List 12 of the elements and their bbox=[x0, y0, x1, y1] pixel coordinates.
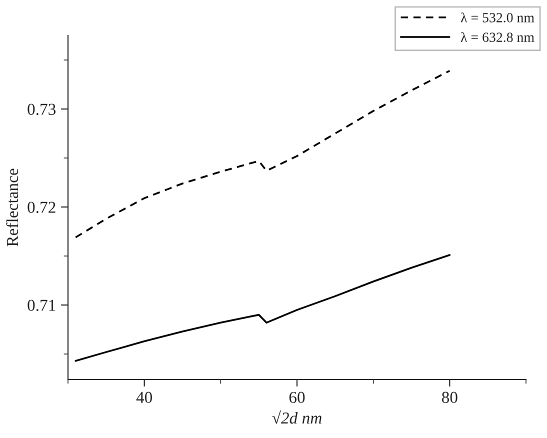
legend-label: λ = 632.8 nm bbox=[460, 32, 534, 42]
y-tick-label: 0.72 bbox=[28, 202, 56, 214]
y-tick-label: 0.73 bbox=[28, 104, 56, 116]
line-series bbox=[74, 70, 451, 238]
x-tick-label: 40 bbox=[136, 392, 152, 404]
x-tick-label: 80 bbox=[442, 392, 458, 404]
line-series bbox=[74, 254, 451, 362]
x-tick-label: 60 bbox=[289, 392, 305, 404]
y-tick-label: 0.71 bbox=[28, 300, 56, 312]
x-axis-title: √2d nm bbox=[272, 410, 322, 424]
y-axis-title: Reflectance bbox=[6, 168, 18, 246]
legend-label: λ = 532.0 nm bbox=[460, 12, 534, 22]
